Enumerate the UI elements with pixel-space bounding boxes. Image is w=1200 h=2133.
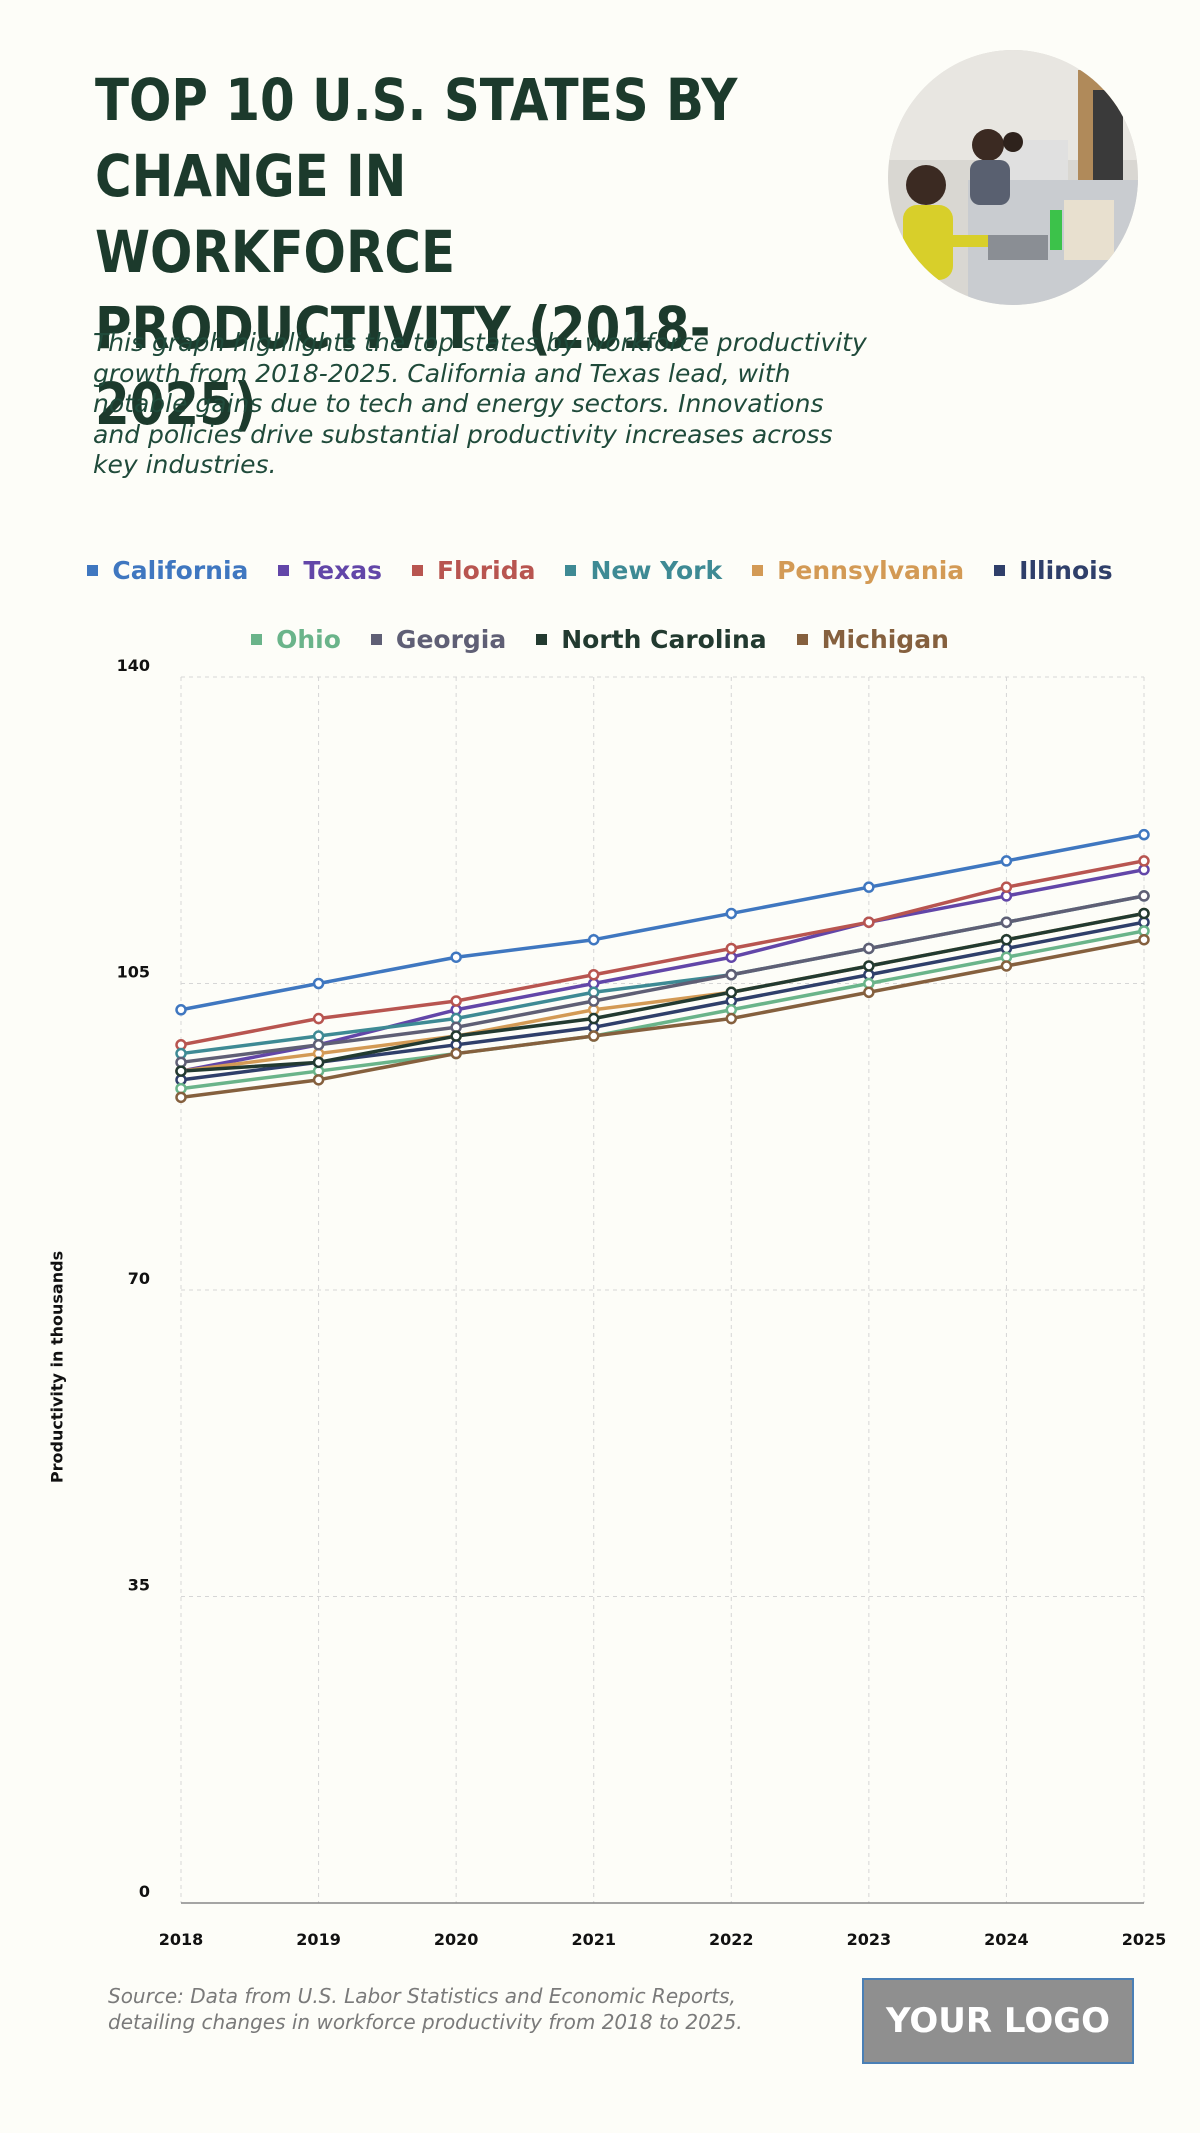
- data-point: [312, 1074, 325, 1086]
- data-point: [450, 1030, 462, 1042]
- series-line: [180, 859, 1145, 1047]
- y-tick-label: 0: [139, 1882, 150, 1901]
- legend-swatch: [565, 565, 577, 576]
- legend-swatch: [994, 565, 1006, 576]
- office-workers-photo: [888, 50, 1138, 305]
- legend-swatch: [87, 565, 99, 576]
- legend-label: Texas: [303, 556, 382, 585]
- series-line: [180, 832, 1145, 1012]
- data-point: [587, 1030, 600, 1042]
- data-point: [725, 907, 738, 920]
- legend-swatch: [411, 565, 423, 576]
- y-tick-label: 70: [128, 1269, 150, 1288]
- page-title: TOP 10 U.S. STATES BY CHANGE IN WORKFORC…: [95, 66, 738, 438]
- data-point: [312, 1056, 325, 1069]
- data-point: [450, 1047, 462, 1060]
- chart-subtitle: This graph highlights the top states by …: [93, 328, 867, 479]
- x-tick-label: 2020: [434, 1930, 479, 1949]
- series-line: [180, 911, 1145, 1073]
- legend-label: Georgia: [395, 625, 507, 654]
- data-point: [863, 960, 875, 972]
- legend-label: California: [112, 556, 249, 585]
- data-point: [725, 942, 738, 955]
- legend-label: Ohio: [276, 625, 341, 654]
- data-point: [1138, 907, 1150, 920]
- data-point: [1138, 828, 1150, 841]
- data-point: [312, 1039, 325, 1051]
- data-point: [725, 968, 738, 981]
- data-point: [1138, 855, 1150, 867]
- data-point: [1138, 890, 1150, 902]
- series-line: [180, 937, 1145, 1100]
- legend-label: Florida: [436, 556, 536, 585]
- legend-item: North Carolina: [536, 625, 767, 654]
- y-tick-label: 35: [128, 1576, 150, 1595]
- data-point: [587, 933, 600, 946]
- header-photo: [888, 50, 1138, 305]
- data-point: [1000, 933, 1013, 946]
- data-point: [450, 995, 462, 1007]
- legend-label: Illinois: [1019, 556, 1113, 585]
- legend-swatch: [536, 634, 548, 645]
- series-line: [180, 894, 1145, 1065]
- data-point: [1000, 960, 1013, 972]
- legend-item: New York: [565, 556, 722, 585]
- series-line: [180, 894, 1145, 1056]
- data-point: [863, 942, 875, 955]
- x-tick-label: 2019: [296, 1930, 341, 1949]
- legend-row-top: California Texas Florida New York Pennsylvan…: [0, 556, 1200, 585]
- y-tick-label: 140: [117, 656, 150, 675]
- y-tick-label: 105: [117, 963, 150, 982]
- data-point: [587, 1012, 600, 1025]
- data-point: [1000, 916, 1013, 928]
- legend-swatch: [752, 565, 764, 576]
- x-tick-label: 2022: [709, 1930, 754, 1949]
- data-point: [863, 916, 875, 928]
- legend-swatch: [796, 634, 808, 645]
- data-point: [450, 951, 462, 963]
- logo-placeholder: YOUR LOGO: [862, 1978, 1134, 2064]
- legend-item: Pennsylvania: [752, 556, 964, 585]
- legend-item: California: [87, 556, 248, 585]
- x-tick-label: 2018: [159, 1930, 204, 1949]
- data-point: [725, 986, 738, 999]
- x-tick-label: 2024: [984, 1930, 1029, 1949]
- data-point: [312, 1012, 325, 1025]
- data-point: [863, 881, 875, 893]
- data-point: [175, 1091, 187, 1104]
- data-point: [1138, 933, 1150, 946]
- legend-label: Michigan: [821, 625, 949, 654]
- legend-label: North Carolina: [561, 625, 767, 654]
- x-tick-label: 2023: [847, 1930, 892, 1949]
- legend-item: Ohio: [251, 625, 341, 654]
- series-line: [180, 911, 1145, 1073]
- legend-swatch: [370, 634, 382, 645]
- series-line: [180, 867, 1145, 1073]
- series-line: [180, 929, 1145, 1091]
- data-point: [312, 977, 325, 990]
- legend-item: Illinois: [994, 556, 1113, 585]
- data-point: [175, 1065, 187, 1077]
- data-point: [587, 968, 600, 981]
- legend-item: Michigan: [796, 625, 949, 654]
- data-point: [863, 986, 875, 999]
- legend-label: Pennsylvania: [777, 556, 965, 585]
- legend-label: New York: [590, 556, 723, 585]
- legend-item: Georgia: [370, 625, 507, 654]
- data-point: [587, 995, 600, 1007]
- legend-row-bottom: Ohio Georgia North Carolina Michigan: [0, 625, 1200, 654]
- x-tick-label: 2021: [571, 1930, 616, 1949]
- x-tick-label: 2025: [1122, 1930, 1167, 1949]
- legend-item: Texas: [278, 556, 382, 585]
- data-point: [1000, 855, 1013, 867]
- data-point: [1000, 881, 1013, 893]
- data-point: [725, 1012, 738, 1025]
- legend-swatch: [251, 634, 263, 645]
- legend-item: Florida: [411, 556, 536, 585]
- legend-swatch: [278, 565, 290, 576]
- source-note: Source: Data from U.S. Labor Statistics …: [108, 1984, 743, 2034]
- data-point: [175, 1004, 187, 1016]
